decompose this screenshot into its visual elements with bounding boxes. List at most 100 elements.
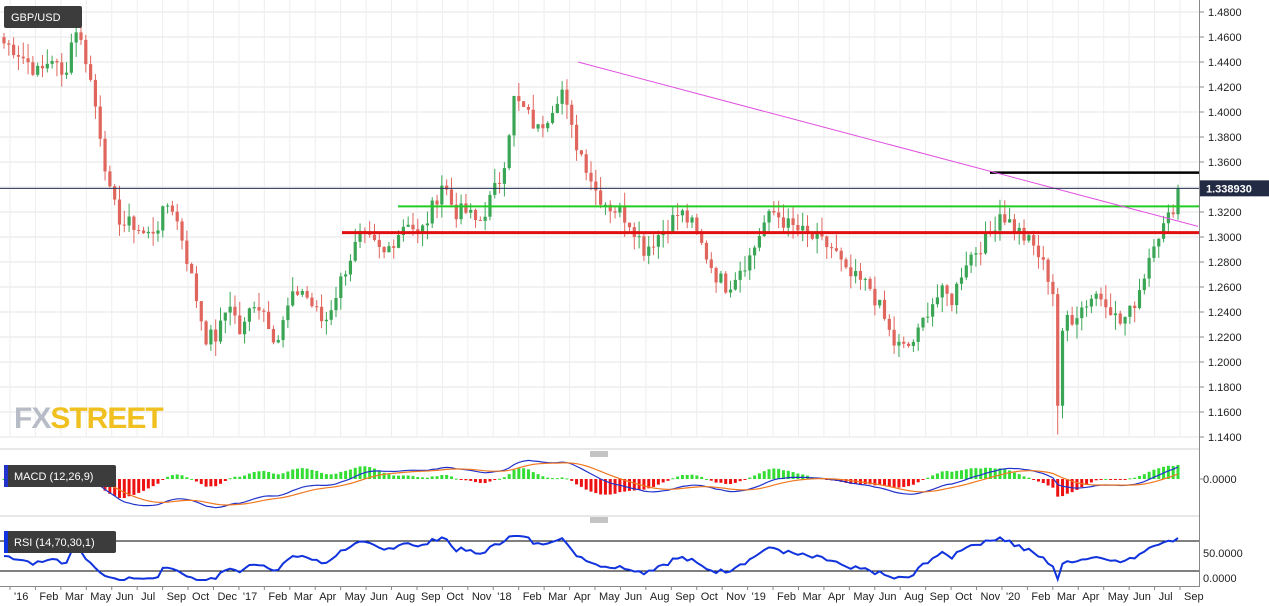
candle-body <box>146 231 150 234</box>
macd-bar <box>406 475 410 479</box>
candle-body <box>1003 214 1007 223</box>
macd-bar <box>993 468 997 479</box>
macd-bar <box>194 479 198 482</box>
macd-bar <box>1094 479 1098 481</box>
macd-bar <box>608 479 612 495</box>
time-tick-label: May <box>599 591 620 603</box>
candle-body <box>300 291 304 295</box>
macd-bar <box>738 479 742 482</box>
candle-body <box>16 55 21 57</box>
macd-bar <box>959 470 963 479</box>
rsi-badge[interactable]: RSI (14,70,30,1) <box>4 531 116 553</box>
macd-bar <box>334 473 338 479</box>
macd-bar <box>382 472 386 479</box>
candle-body <box>1017 227 1021 232</box>
candle-body <box>964 265 968 278</box>
macd-bar <box>459 479 463 480</box>
macd-bar <box>555 478 559 480</box>
macd-bar <box>541 476 545 479</box>
candle-body <box>892 329 896 346</box>
macd-bar <box>416 477 420 479</box>
candle-body <box>103 138 107 172</box>
candle-body <box>98 106 102 139</box>
candle-body <box>507 135 511 169</box>
macd-bar <box>849 479 853 484</box>
rsi-panel[interactable]: RSI (14,70,30,1) 50.0000 0.0000 <box>0 531 1243 585</box>
macd-bar <box>276 474 280 479</box>
macd-bar <box>296 468 299 479</box>
time-tick-label: Mar <box>65 591 84 603</box>
price-tick-label: 1.2200 <box>1208 332 1242 344</box>
macd-axis-tick: 0.0000 <box>1203 474 1237 486</box>
time-tick-label: Nov <box>472 591 492 603</box>
macd-bar <box>142 479 146 491</box>
price-panel[interactable]: FXSTREET 1.14001.16001.18001.20001.22001… <box>0 0 1269 444</box>
macd-bar <box>724 479 728 484</box>
time-tick-label: Oct <box>701 591 718 603</box>
trendline <box>577 61 1199 227</box>
candle-body <box>570 104 574 125</box>
panel-splitter-rsi[interactable] <box>0 515 1200 523</box>
candle-body <box>1109 307 1113 316</box>
macd-bar <box>719 479 723 483</box>
time-tick-label: Sep <box>167 591 187 603</box>
candle-body <box>767 210 771 223</box>
macd-bar <box>623 479 627 492</box>
candle-body <box>700 231 704 243</box>
macd-bar <box>868 479 872 485</box>
price-tick-label: 1.4800 <box>1208 7 1242 19</box>
macd-panel[interactable]: MACD (12,26,9) 0.0000 <box>2 459 1237 509</box>
macd-bar <box>613 479 617 494</box>
macd-bar <box>1171 465 1175 479</box>
candle-body <box>170 205 175 212</box>
time-tick-label: Aug <box>396 591 416 603</box>
time-tick-label: Nov <box>726 591 746 603</box>
candle-body <box>772 210 776 213</box>
price-tick-label: 1.2800 <box>1208 257 1242 269</box>
macd-badge[interactable]: MACD (12,26,9) <box>4 465 116 487</box>
candle-body <box>752 247 757 256</box>
candle-body <box>214 329 218 342</box>
panel-splitter-macd[interactable] <box>0 448 1200 457</box>
symbol-badge[interactable]: GBP/USD <box>4 6 82 28</box>
macd-bar <box>117 479 121 498</box>
macd-bar <box>767 469 771 479</box>
macd-bar <box>1027 477 1031 479</box>
candle-body <box>743 270 747 272</box>
macd-bar <box>401 475 405 479</box>
candle-body <box>613 211 617 213</box>
rsi-line <box>3 535 1179 583</box>
macd-bar <box>950 471 954 479</box>
macd-bar <box>570 479 574 481</box>
time-tick-label: Oct <box>192 591 209 603</box>
candle-body <box>45 63 49 69</box>
candle-body <box>185 240 189 264</box>
time-tick-label: Jun <box>879 591 897 603</box>
macd-bar <box>392 475 396 479</box>
candle-body <box>945 285 949 294</box>
macd-bar <box>151 479 155 487</box>
candle-body <box>1089 298 1093 307</box>
candle-body <box>1075 318 1079 325</box>
macd-bar <box>1017 474 1021 479</box>
macd-bar <box>1065 479 1069 494</box>
time-tick-label: Mar <box>548 591 567 603</box>
candle-body <box>685 210 689 223</box>
candle-body <box>709 259 713 269</box>
candle-body <box>478 219 482 221</box>
price-tick-label: 1.1800 <box>1208 382 1242 394</box>
time-tick-label: Mar <box>294 591 313 603</box>
candle-body <box>748 255 752 271</box>
macd-bar <box>791 472 795 479</box>
candle-body <box>1142 278 1146 291</box>
macd-bar <box>1070 479 1074 493</box>
candle-body <box>324 319 328 322</box>
macd-bar <box>421 477 425 479</box>
macd-bar <box>469 479 473 481</box>
rsi-label: RSI (14,70,30,1) <box>14 537 95 549</box>
candle-body <box>647 246 651 256</box>
candle-body <box>353 241 357 261</box>
candle-body <box>339 276 343 298</box>
macd-bar <box>935 473 939 479</box>
